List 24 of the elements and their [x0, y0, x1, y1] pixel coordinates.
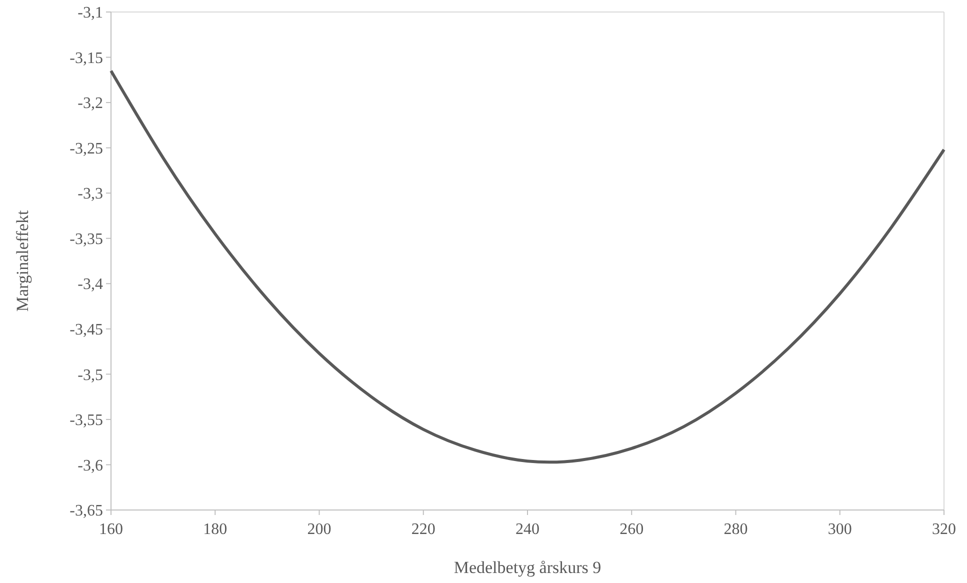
y-tick-label: -3,1	[78, 4, 103, 22]
x-axis-title: Medelbetyg årskurs 9	[454, 558, 602, 577]
x-tick-label: 280	[724, 521, 748, 538]
y-tick-label: -3,2	[78, 95, 103, 112]
y-tick-label: -3,55	[70, 412, 103, 430]
x-tick-label: 320	[932, 521, 956, 538]
x-tick-label: 160	[99, 521, 123, 538]
line-series	[110, 69, 946, 464]
y-tick-label: -3,15	[70, 50, 103, 67]
x-tick-label: 220	[411, 521, 436, 538]
y-tick-label: -3,4	[78, 276, 103, 294]
y-axis-title: Marginaleffekt	[13, 210, 32, 312]
x-tick-label: 260	[620, 521, 644, 538]
y-tick-label: -3,45	[70, 322, 103, 339]
y-tick-label: -3,5	[78, 366, 103, 384]
y-tick-label: -3,35	[70, 230, 103, 248]
x-tick-label: 200	[307, 521, 332, 538]
x-tick-label: 180	[203, 521, 228, 538]
y-tick-label: -3,65	[70, 502, 103, 520]
y-tick-label: -3,25	[70, 140, 103, 158]
y-tick-label: -3,3	[78, 186, 103, 203]
x-tick-label: 240	[516, 521, 540, 538]
y-tick-label: -3,6	[78, 457, 103, 474]
x-tick-label: 300	[828, 521, 852, 538]
